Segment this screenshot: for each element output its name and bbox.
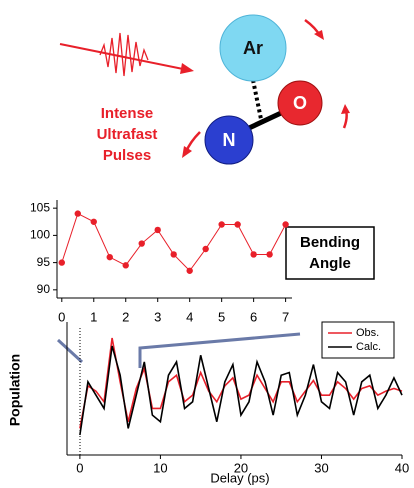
annotation: Bending bbox=[300, 234, 360, 251]
atom-ar bbox=[219, 14, 287, 82]
data-point bbox=[186, 267, 193, 274]
x-tick-label: 1 bbox=[90, 309, 97, 324]
atom-o bbox=[277, 80, 323, 126]
data-point bbox=[74, 210, 81, 217]
y-tick-label: 100 bbox=[30, 228, 50, 242]
data-point bbox=[234, 221, 241, 228]
y-tick-label: 90 bbox=[37, 282, 51, 296]
x-tick-label: 5 bbox=[218, 309, 225, 324]
zoom-line bbox=[56, 338, 84, 364]
data-point bbox=[58, 259, 65, 266]
x-axis-label: Delay (ps) bbox=[210, 470, 269, 485]
van-der-waals-bond bbox=[251, 79, 264, 125]
x-tick-label: 7 bbox=[282, 309, 289, 324]
pulse-label: Pulses bbox=[103, 147, 151, 164]
arrow-head bbox=[180, 63, 194, 74]
data-point bbox=[106, 253, 113, 261]
pulse-label: Intense bbox=[101, 105, 154, 122]
pulse-arrow bbox=[59, 43, 189, 71]
y-axis-label: Population bbox=[7, 354, 23, 426]
data-point bbox=[282, 221, 289, 228]
data-point bbox=[202, 245, 209, 253]
zoom-line bbox=[138, 332, 301, 368]
y-tick-label: 95 bbox=[37, 255, 51, 269]
data-point bbox=[138, 240, 145, 247]
x-tick-label: 2 bbox=[122, 309, 129, 324]
annotation-frame bbox=[285, 226, 375, 280]
data-point bbox=[218, 221, 225, 228]
legend-frame bbox=[321, 321, 395, 359]
legend-label: Obs. bbox=[356, 327, 379, 339]
x-tick-label: 0 bbox=[76, 460, 83, 475]
pulse-wave bbox=[99, 32, 149, 77]
atom-label: Ar bbox=[243, 38, 263, 58]
x-tick-label: 10 bbox=[153, 460, 167, 475]
x-tick-label: 4 bbox=[186, 309, 193, 324]
data-point bbox=[122, 262, 129, 269]
atom-label: O bbox=[293, 93, 307, 113]
data-point bbox=[154, 226, 161, 234]
legend-label: Calc. bbox=[356, 341, 381, 353]
pulse-label: Ultrafast bbox=[97, 126, 158, 143]
annotation-box: Bending Angle bbox=[285, 226, 375, 280]
x-tick-label: 0 bbox=[58, 309, 65, 324]
zoom-connector bbox=[56, 332, 301, 368]
x-tick-label: 6 bbox=[250, 309, 257, 324]
data-line bbox=[79, 345, 403, 436]
molecule-diagram: Ar N O Intense Ultrafast Pulses bbox=[59, 14, 350, 165]
data-point bbox=[266, 251, 273, 258]
x-tick-label: 3 bbox=[154, 309, 161, 324]
arrow-head bbox=[314, 30, 324, 40]
x-tick-label: 20 bbox=[234, 460, 248, 475]
data-point bbox=[90, 218, 97, 225]
arrow-head bbox=[182, 146, 192, 158]
atom-n bbox=[204, 115, 254, 165]
y-tick-label: 105 bbox=[30, 200, 50, 214]
atom-label: N bbox=[223, 130, 236, 150]
data-point bbox=[250, 251, 257, 258]
x-tick-label: 40 bbox=[395, 460, 409, 475]
annotation: Angle bbox=[309, 255, 351, 272]
x-tick-label: 30 bbox=[314, 460, 328, 475]
data-point bbox=[170, 251, 177, 258]
arrow-head bbox=[341, 104, 350, 114]
